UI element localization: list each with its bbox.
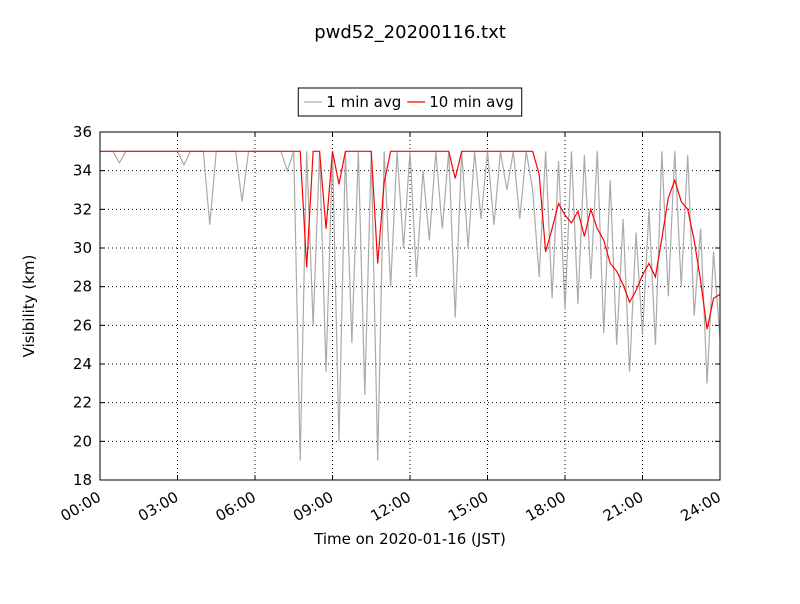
y-tick-label: 20 (73, 432, 92, 450)
y-tick-label: 34 (73, 162, 92, 180)
y-tick-label: 24 (73, 355, 92, 373)
y-tick-label: 26 (73, 316, 92, 334)
y-tick-label: 18 (73, 471, 92, 489)
y-axis-label: Visibility (km) (20, 255, 38, 358)
y-tick-label: 22 (73, 394, 92, 412)
plot-frame (99, 131, 721, 481)
chart-title: pwd52_20200116.txt (314, 22, 506, 43)
series-line (100, 150, 721, 330)
y-tick-label: 28 (73, 278, 92, 296)
y-tick-label: 36 (73, 123, 92, 141)
x-axis-label: Time on 2020-01-16 (JST) (313, 530, 506, 548)
y-tick-label: 32 (73, 200, 92, 218)
legend: 1 min avg 10 min avg (297, 87, 523, 117)
y-tick-label: 30 (73, 239, 92, 257)
legend-label: 10 min avg (429, 93, 514, 111)
legend-label: 1 min avg (326, 93, 401, 111)
